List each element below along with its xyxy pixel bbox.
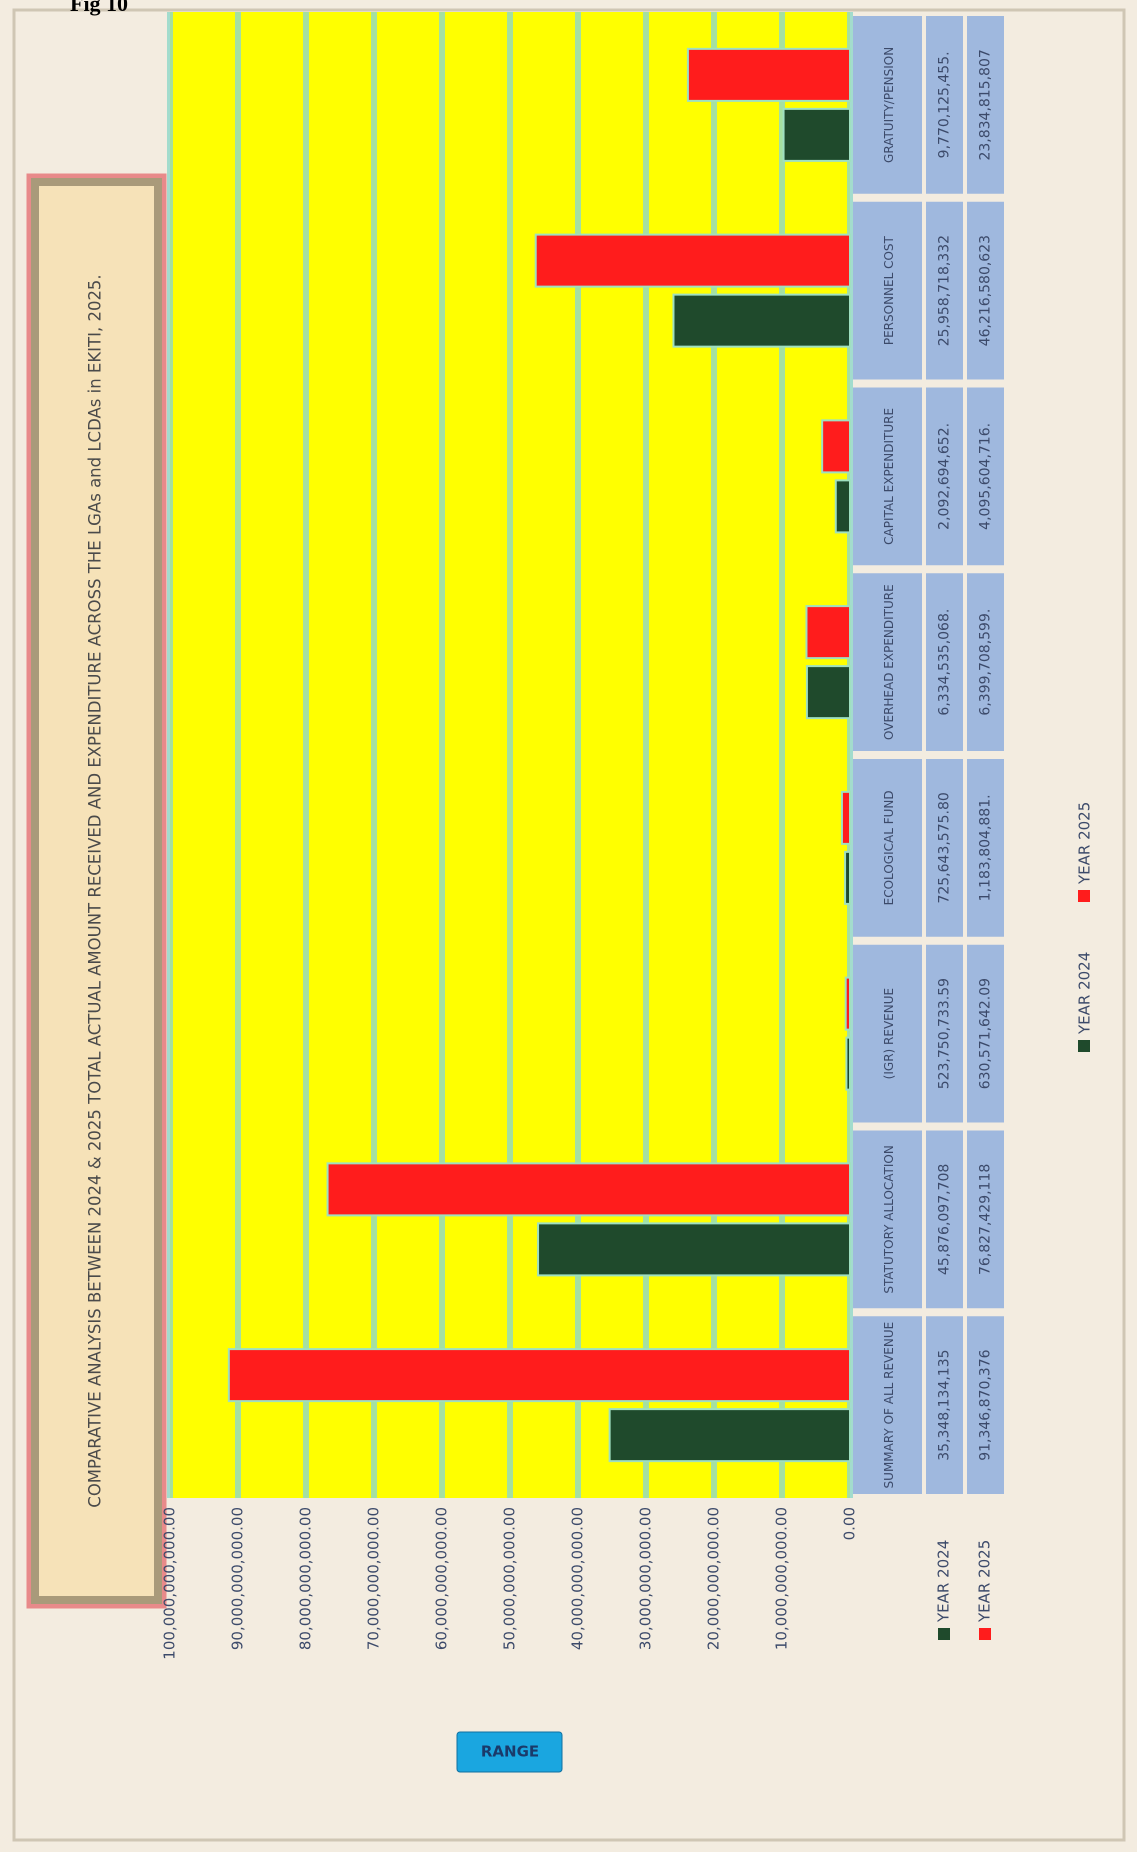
table-header-cell bbox=[853, 759, 922, 937]
bar bbox=[844, 976, 851, 1031]
value-label: 9,770,125,455. bbox=[937, 51, 953, 158]
legend-label: YEAR 2024 bbox=[1076, 952, 1094, 1035]
x-tick-label: CAPITAL EXPENDITURE bbox=[882, 408, 896, 545]
table-header-cell bbox=[853, 573, 922, 751]
x-tick-label: (IGR) REVENUE bbox=[882, 988, 896, 1079]
x-tick-label: SUMMARY OF ALL REVENUE bbox=[882, 1322, 896, 1489]
bar bbox=[840, 790, 852, 845]
bar bbox=[782, 107, 852, 162]
table-cell bbox=[926, 1130, 963, 1309]
y-tick-label: 50,000,000,000.00 bbox=[501, 1507, 519, 1650]
bar bbox=[227, 1348, 851, 1403]
y-tick-label: 20,000,000,000.00 bbox=[705, 1507, 723, 1650]
value-label: 1,183,804,881. bbox=[978, 794, 994, 901]
value-label: 45,876,097,708 bbox=[937, 1164, 953, 1275]
value-label: 630,571,642.09 bbox=[978, 978, 994, 1089]
bar bbox=[845, 1036, 851, 1091]
table-cell bbox=[926, 201, 963, 380]
legend-key bbox=[1078, 1040, 1090, 1052]
x-tick-label: STATUTORY ALLOCATION bbox=[882, 1145, 896, 1293]
table-header-cell bbox=[853, 201, 922, 380]
table-cell bbox=[967, 573, 1004, 751]
x-tick-label: ECOLOGICAL FUND bbox=[882, 790, 896, 905]
table-cell bbox=[926, 944, 963, 1123]
x-tick-label: OVERHEAD EXPENDITURE bbox=[882, 584, 896, 740]
table-cell bbox=[926, 1316, 963, 1494]
table-header-cell bbox=[853, 944, 922, 1123]
x-tick-label: PERSONNEL COST bbox=[882, 235, 896, 345]
value-label: 523,750,733.59 bbox=[937, 978, 953, 1089]
table-header-cell bbox=[853, 387, 922, 566]
legend-key bbox=[1078, 890, 1090, 902]
table-key bbox=[938, 1628, 950, 1640]
bar bbox=[805, 665, 852, 720]
rotated-chart: COMPARATIVE ANALYSIS BETWEEN 2024 & 2025… bbox=[26, 12, 1094, 1773]
value-label: 6,399,708,599. bbox=[978, 609, 994, 716]
table-header-cell bbox=[853, 1316, 922, 1494]
value-label: 4,095,604,716. bbox=[978, 423, 994, 530]
y-tick-label: 40,000,000,000.00 bbox=[569, 1507, 587, 1650]
table-key bbox=[979, 1628, 991, 1640]
fig-heading: Fig 10 bbox=[70, 0, 128, 16]
table-cell bbox=[926, 759, 963, 937]
bar bbox=[844, 850, 851, 905]
table-header-cell bbox=[853, 16, 922, 194]
y-tick-label: 60,000,000,000.00 bbox=[433, 1507, 451, 1650]
value-label: 6,334,535,068. bbox=[937, 609, 953, 716]
table-row-label: YEAR 2025 bbox=[976, 1540, 994, 1623]
table-cell bbox=[967, 1316, 1004, 1494]
value-label: 23,834,815,807 bbox=[978, 49, 994, 160]
bar bbox=[672, 293, 851, 348]
bar bbox=[537, 1222, 851, 1277]
y-tick-label: 100,000,000,000.00 bbox=[161, 1507, 179, 1660]
value-label: 25,958,718,332 bbox=[937, 235, 953, 346]
y-tick-label: 80,000,000,000.00 bbox=[297, 1507, 315, 1650]
value-label: 76,827,429,118 bbox=[978, 1164, 994, 1275]
value-label: 725,643,575.80 bbox=[937, 792, 953, 903]
value-label: 2,092,694,652. bbox=[937, 423, 953, 530]
y-tick-label: 30,000,000,000.00 bbox=[637, 1507, 655, 1650]
table-cell bbox=[926, 387, 963, 566]
value-label: 46,216,580,623 bbox=[978, 235, 994, 346]
y-tick-label: 10,000,000,000.00 bbox=[773, 1507, 791, 1650]
range-button[interactable] bbox=[456, 1731, 563, 1773]
range-button-label[interactable]: RANGE bbox=[481, 1743, 539, 1761]
value-label: 91,346,870,376 bbox=[978, 1349, 994, 1460]
y-tick-label: 90,000,000,000.00 bbox=[229, 1507, 247, 1650]
table-cell bbox=[967, 16, 1004, 194]
table-cell bbox=[967, 759, 1004, 937]
title-box bbox=[26, 173, 167, 1609]
bar bbox=[608, 1408, 851, 1463]
table-row-label: YEAR 2024 bbox=[935, 1540, 953, 1623]
table-header-cell bbox=[853, 1130, 922, 1309]
value-label: 35,348,134,135 bbox=[937, 1349, 953, 1460]
title-bevel bbox=[31, 178, 162, 1604]
table-cell bbox=[967, 1130, 1004, 1309]
chart-title: COMPARATIVE ANALYSIS BETWEEN 2024 & 2025… bbox=[86, 274, 105, 1507]
legend-label: YEAR 2025 bbox=[1076, 802, 1094, 885]
table-cell bbox=[926, 16, 963, 194]
table-cell bbox=[967, 201, 1004, 380]
bar bbox=[534, 233, 851, 288]
y-tick-label: 70,000,000,000.00 bbox=[365, 1507, 383, 1650]
bar bbox=[326, 1162, 851, 1217]
table-cell bbox=[967, 944, 1004, 1123]
bar bbox=[821, 419, 852, 474]
frame bbox=[12, 8, 1126, 1842]
bar bbox=[834, 479, 851, 534]
x-tick-label: GRATUITY/PENSION bbox=[882, 47, 896, 163]
table-cell bbox=[926, 573, 963, 751]
y-tick-label: 0.00 bbox=[841, 1507, 859, 1540]
bar bbox=[686, 47, 852, 102]
bar bbox=[805, 605, 852, 660]
table-cell bbox=[967, 387, 1004, 566]
